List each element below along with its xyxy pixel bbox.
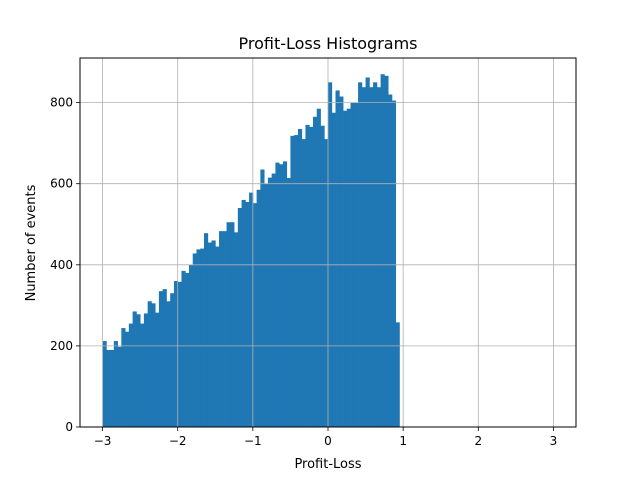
histogram-bar <box>373 82 378 427</box>
histogram-bar <box>275 162 280 427</box>
histogram-bar <box>294 135 299 428</box>
x-tick-label: −1 <box>244 434 262 448</box>
histogram-bar <box>376 87 382 427</box>
histogram-bar <box>297 128 303 427</box>
histogram-bar <box>335 90 340 427</box>
histogram-bar <box>343 110 348 428</box>
histogram-bar <box>365 77 370 428</box>
histogram-bar <box>128 323 134 427</box>
histogram-bar <box>166 301 171 427</box>
histogram-bar <box>222 231 227 427</box>
histogram-bar <box>177 281 182 427</box>
histogram-bar <box>388 94 393 428</box>
y-axis-label: Number of events <box>24 184 39 301</box>
histogram-bar <box>147 301 152 427</box>
histogram-bar <box>125 331 130 427</box>
histogram-bar <box>328 82 333 427</box>
histogram-bar <box>369 87 374 427</box>
histogram-bar <box>140 323 145 427</box>
histogram-bar <box>230 222 235 427</box>
histogram-bar <box>286 178 291 427</box>
histogram-bar <box>237 208 242 427</box>
histogram-bar <box>226 222 231 427</box>
histogram-bar <box>249 192 254 427</box>
histogram-bar <box>158 291 164 427</box>
y-tick-label: 400 <box>50 258 73 272</box>
histogram-bar <box>204 233 209 427</box>
histogram-bar <box>380 74 385 427</box>
histogram-bar <box>282 161 288 427</box>
y-tick-label: 200 <box>50 339 73 353</box>
histogram-bar <box>391 100 397 427</box>
y-tick-label: 600 <box>50 177 73 191</box>
x-tick-label: 3 <box>550 434 558 448</box>
histogram-bar <box>113 341 118 427</box>
y-tick-label: 800 <box>50 96 73 110</box>
histogram-bar <box>106 349 111 427</box>
histogram-bar <box>271 173 276 427</box>
histogram-bar <box>136 314 141 427</box>
x-tick-label: 2 <box>474 434 482 448</box>
histogram-bar <box>219 231 224 427</box>
chart-title: Profit-Loss Histograms <box>238 34 417 53</box>
histogram-bar <box>316 108 321 427</box>
histogram-bar <box>384 75 389 427</box>
histogram-bar <box>279 164 284 428</box>
histogram-bar <box>320 125 325 427</box>
histogram-bar <box>309 126 314 428</box>
histogram-bar <box>301 139 306 427</box>
histogram-bar <box>185 272 190 427</box>
histogram-bar <box>196 249 201 427</box>
histogram-bar <box>252 203 258 427</box>
y-axis-ticks: 0 200 400 600 800 <box>50 96 80 434</box>
histogram-bar <box>264 183 269 427</box>
histogram-bar <box>117 346 122 427</box>
histogram-bar <box>170 293 175 427</box>
histogram-bar <box>305 124 310 427</box>
histogram-bar <box>346 108 351 427</box>
histogram-bar <box>361 87 366 427</box>
histogram-bar <box>181 270 186 427</box>
y-tick-label: 0 <box>65 420 73 434</box>
histogram-bar <box>151 303 156 427</box>
histogram-bar <box>312 116 318 428</box>
histogram-bar <box>234 232 239 427</box>
histogram-bar <box>192 253 197 427</box>
histogram-bar <box>211 240 216 427</box>
histogram-bar <box>290 135 295 427</box>
histogram-bar <box>256 189 261 427</box>
histogram-bar <box>102 341 107 427</box>
histogram-bar <box>132 311 137 427</box>
histogram-bar <box>358 82 363 427</box>
histogram-bar <box>121 328 126 427</box>
histogram-bar <box>155 312 160 427</box>
histogram-bar <box>200 248 205 427</box>
histogram-bar <box>110 349 115 427</box>
histogram-bar <box>162 289 167 427</box>
histogram-bar <box>339 96 344 428</box>
histogram-bar <box>260 169 265 427</box>
x-axis-ticks: −3 −2 −1 0 1 2 3 <box>94 427 558 448</box>
x-tick-label: −3 <box>94 434 112 448</box>
histogram-bar <box>331 112 336 428</box>
histogram-bars <box>102 74 400 428</box>
x-tick-label: 1 <box>399 434 407 448</box>
histogram-bar <box>143 313 149 427</box>
histogram-bar <box>207 242 212 427</box>
histogram-bar <box>215 246 220 427</box>
histogram-bar <box>395 322 400 427</box>
x-axis-label: Profit-Loss <box>294 457 361 472</box>
histogram-bar <box>267 177 273 427</box>
histogram-bar <box>245 201 250 427</box>
x-tick-label: −2 <box>169 434 187 448</box>
histogram-bar <box>324 139 329 427</box>
histogram-bar <box>173 281 179 427</box>
histogram-bar <box>241 199 246 427</box>
x-tick-label: 0 <box>324 434 332 448</box>
